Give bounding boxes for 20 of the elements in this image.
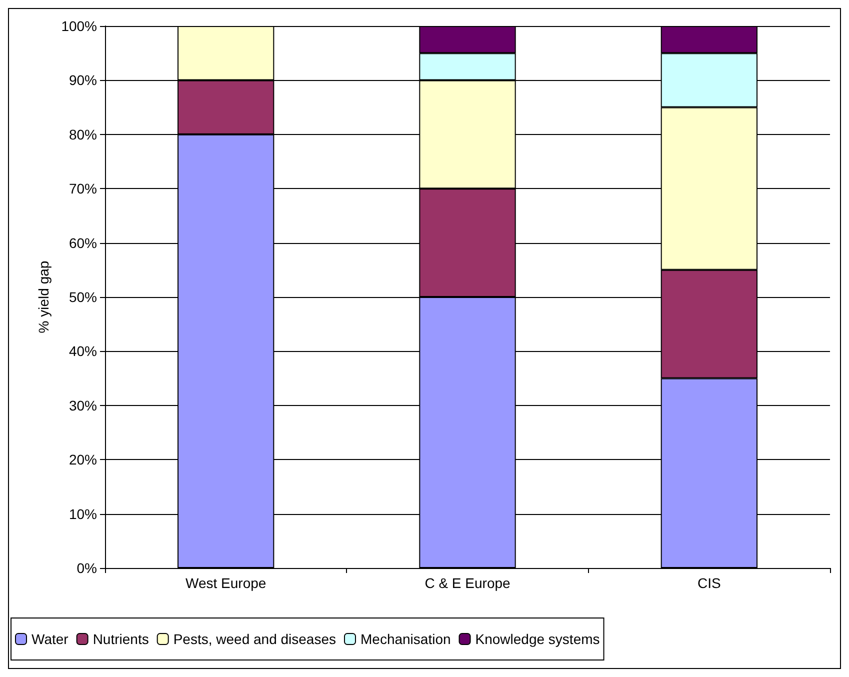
y-tick-label: 90%	[68, 72, 97, 88]
legend-label: Nutrients	[92, 631, 149, 647]
x-tick-label: CIS	[697, 575, 721, 591]
y-tick-label: 60%	[68, 234, 97, 251]
legend-label: Knowledge systems	[475, 631, 600, 647]
x-tick-label: C & E Europe	[424, 575, 511, 591]
y-tick-label: 0%	[76, 560, 97, 576]
y-axis-title: % yield gap	[35, 260, 52, 334]
y-tick-label: 40%	[68, 343, 97, 360]
x-tick-label: West Europe	[185, 575, 266, 591]
y-tick-label: 20%	[68, 452, 97, 468]
y-tick-label: 50%	[68, 289, 97, 305]
legend-label: Water	[32, 631, 69, 647]
y-tick-label: 30%	[68, 397, 97, 414]
y-tick-label: 70%	[68, 180, 97, 197]
y-tick-label: 10%	[68, 506, 97, 522]
legend-label: Mechanisation	[360, 631, 451, 647]
y-tick-label: 100%	[61, 18, 97, 34]
y-tick-label: 80%	[68, 126, 97, 142]
legend-label: Pests, weed and diseases	[173, 631, 336, 647]
